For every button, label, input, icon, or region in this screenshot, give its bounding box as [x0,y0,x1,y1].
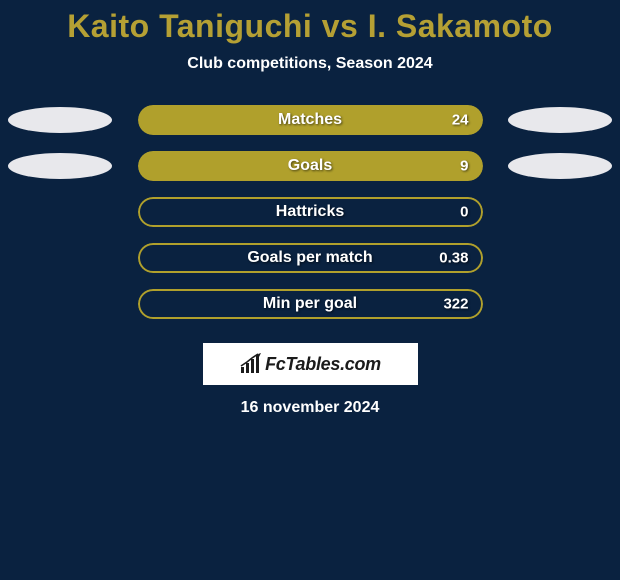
stat-row: Hattricks 0 [0,197,620,227]
bar-label: Goals per match [247,249,372,267]
stat-row: Min per goal 322 [0,289,620,319]
stat-bar: Matches 24 [138,105,483,135]
logo-box: FcTables.com [203,343,418,385]
subtitle: Club competitions, Season 2024 [0,55,620,73]
stats-card: Kaito Taniguchi vs I. Sakamoto Club comp… [0,0,620,417]
stats-rows: Matches 24 Goals 9 Hattricks 0 Goals per match… [0,105,620,319]
page-title: Kaito Taniguchi vs I. Sakamoto [0,8,620,45]
stat-row: Goals 9 [0,151,620,181]
bar-label: Matches [278,111,342,129]
bar-value: 24 [452,112,469,129]
bar-value: 0.38 [439,250,468,267]
barchart-icon [239,353,263,375]
bar-value: 322 [443,296,468,313]
stat-bar: Min per goal 322 [138,289,483,319]
stat-bar: Hattricks 0 [138,197,483,227]
logo-text: FcTables.com [265,354,381,375]
stat-row: Goals per match 0.38 [0,243,620,273]
bar-label: Goals [288,157,332,175]
stat-row: Matches 24 [0,105,620,135]
bar-label: Min per goal [263,295,357,313]
date-text: 16 november 2024 [0,399,620,417]
stat-bar: Goals per match 0.38 [138,243,483,273]
bar-value: 0 [460,204,468,221]
right-ellipse [508,153,612,179]
left-ellipse [8,107,112,133]
left-ellipse [8,153,112,179]
stat-bar: Goals 9 [138,151,483,181]
bar-value: 9 [460,158,468,175]
bar-label: Hattricks [276,203,344,221]
right-ellipse [508,107,612,133]
